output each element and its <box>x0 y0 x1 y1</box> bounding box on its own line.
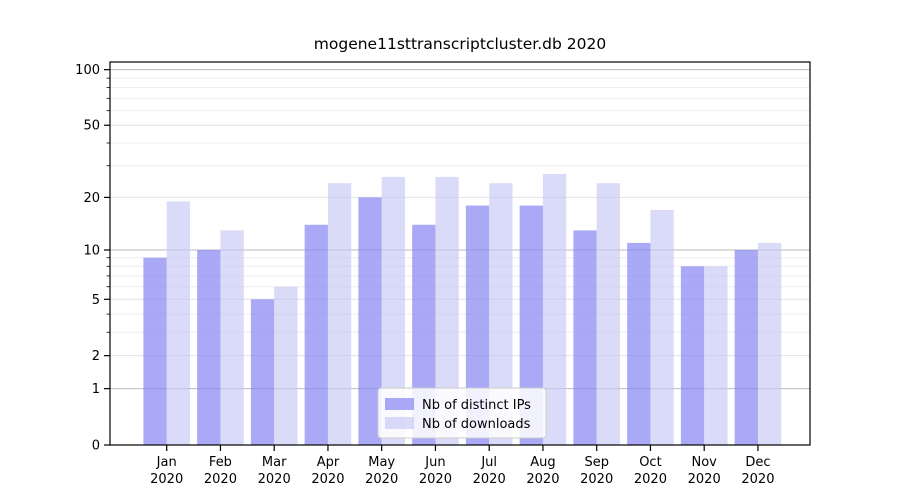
bar-apr-ips <box>304 224 328 445</box>
bar-jan-ips <box>143 257 167 445</box>
axes <box>109 61 811 446</box>
bar-aug-downloads <box>542 174 567 446</box>
x-axis: Jan 2020 Feb 2020 Mar 2020 Apr 2020 May 2020 Jun 20… <box>150 445 774 487</box>
bar-mar-downloads <box>274 286 298 445</box>
plot-border <box>109 61 811 446</box>
x-tick-label-year: 2020 <box>580 472 613 487</box>
bar-dec-ips <box>734 249 758 445</box>
bar-aug-ips <box>519 205 543 445</box>
bar-jun-downloads <box>435 176 459 446</box>
x-tick-label-year: 2020 <box>526 472 559 487</box>
bar-may-downloads <box>381 176 405 446</box>
x-tick-label-year: 2020 <box>688 472 721 487</box>
legend-box <box>377 387 547 439</box>
x-tick-label-month: Jun <box>424 455 445 470</box>
y-tick-label: 50 <box>83 119 100 134</box>
x-tick-label-month: Nov <box>692 455 718 470</box>
x-tick-label-year: 2020 <box>150 472 183 487</box>
bar-may-ips <box>358 197 382 445</box>
bar-jan-downloads <box>166 201 190 445</box>
x-tick-label-month: Dec <box>745 455 770 470</box>
x-tick-label-year: 2020 <box>741 472 774 487</box>
legend-label-ips: Nb of distinct IPs <box>422 398 531 413</box>
x-tick-label-month: Aug <box>530 455 555 470</box>
x-tick-label-month: Sep <box>584 455 609 470</box>
x-tick-label-year: 2020 <box>419 472 452 487</box>
y-tick-label: 0 <box>92 439 100 454</box>
bar-feb-downloads <box>220 230 244 445</box>
bar-jul-downloads <box>489 183 513 445</box>
x-tick-label-month: Jul <box>480 455 497 470</box>
bar-sep-ips <box>573 230 597 445</box>
bar-dec-downloads <box>757 242 782 445</box>
x-tick-label-year: 2020 <box>365 472 398 487</box>
y-tick-label: 5 <box>92 293 100 308</box>
y-axis: 0 1 2 5 10 20 50 100 <box>75 63 110 454</box>
legend-swatch-ips <box>385 398 414 410</box>
legend: Nb of distinct IPs Nb of downloads <box>377 387 547 439</box>
x-tick-label-month: Apr <box>317 455 340 470</box>
x-tick-label-year: 2020 <box>311 472 344 487</box>
y-tick-label: 10 <box>83 243 100 258</box>
legend-label-downloads: Nb of downloads <box>422 417 531 432</box>
y-tick-label: 2 <box>92 349 100 364</box>
y-tick-label: 20 <box>83 191 100 206</box>
bar-sep-downloads <box>596 183 620 445</box>
x-tick-label-month: Oct <box>639 455 661 470</box>
x-tick-label-year: 2020 <box>204 472 237 487</box>
bar-oct-ips <box>627 242 651 445</box>
x-tick-label-year: 2020 <box>473 472 506 487</box>
bar-nov-ips <box>680 266 705 445</box>
x-tick-label-year: 2020 <box>258 472 291 487</box>
chart-title: mogene11sttranscriptcluster.db 2020 <box>313 35 607 53</box>
bar-apr-downloads <box>327 183 352 445</box>
x-tick-label-month: May <box>368 455 395 470</box>
x-tick-label-year: 2020 <box>634 472 667 487</box>
bar-mar-ips <box>250 299 275 445</box>
y-tick-label: 1 <box>92 382 100 397</box>
y-tick-label: 100 <box>75 63 100 78</box>
legend-swatch-downloads <box>385 417 414 429</box>
x-tick-label-month: Feb <box>209 455 232 470</box>
x-tick-label-month: Jan <box>156 455 177 470</box>
bar-oct-downloads <box>650 209 674 445</box>
bar-feb-ips <box>197 249 221 445</box>
bar-nov-downloads <box>704 266 728 445</box>
x-tick-label-month: Mar <box>262 455 287 470</box>
bar-jul-ips <box>465 205 490 445</box>
